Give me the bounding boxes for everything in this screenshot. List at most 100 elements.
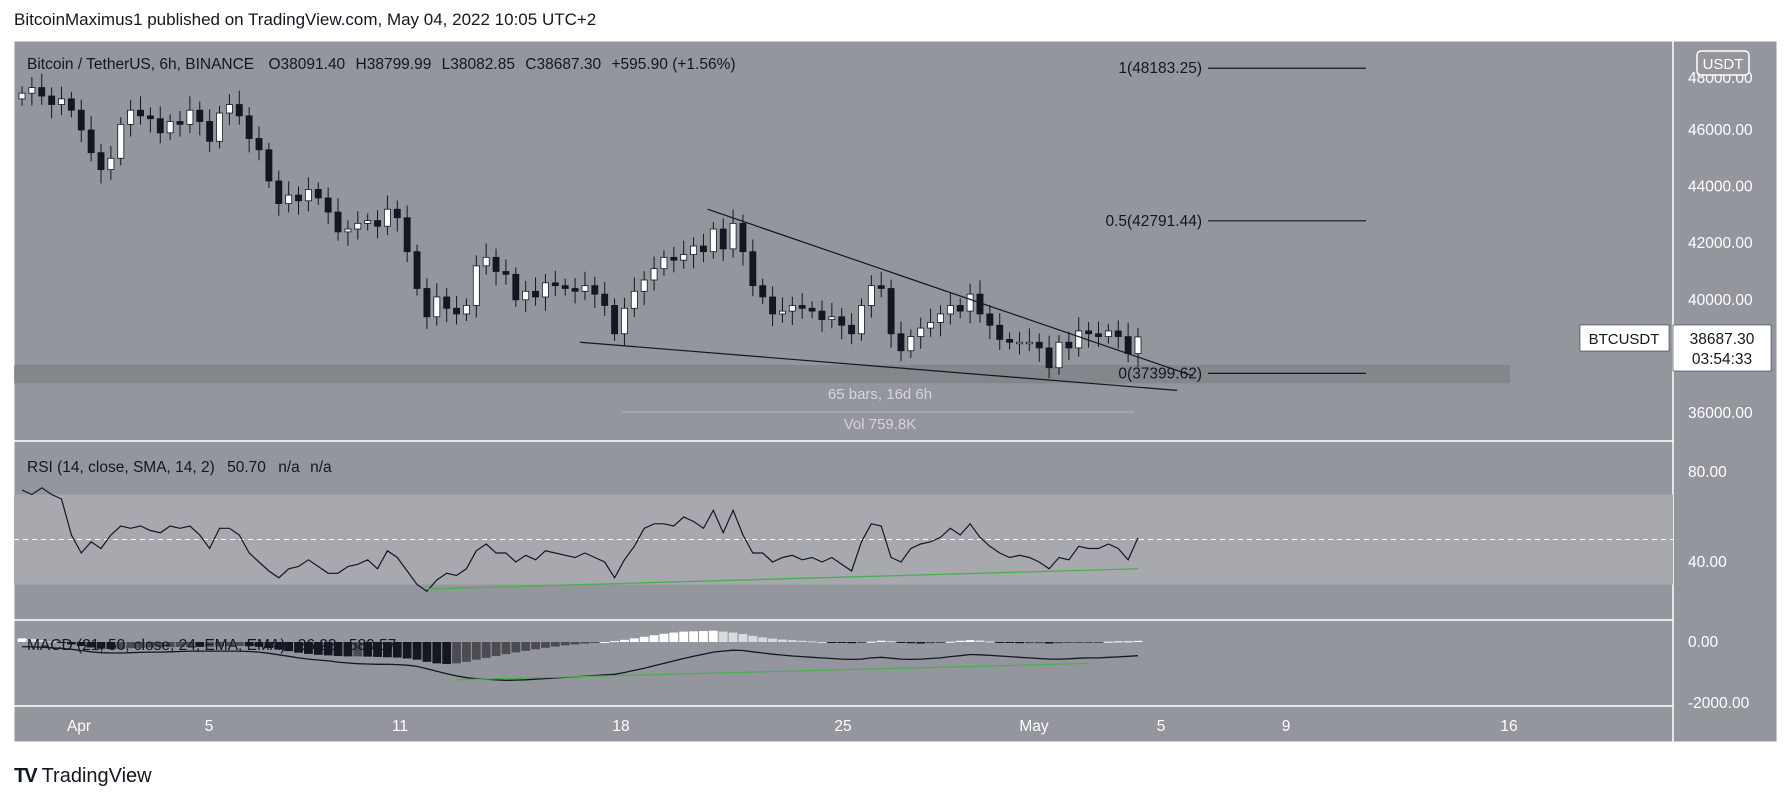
- fib-level-label: 1(48183.25): [1118, 60, 1202, 77]
- macd-histogram-bar: [1005, 642, 1015, 643]
- support-zone: [14, 364, 1510, 384]
- symbol-legend[interactable]: Bitcoin / TetherUS, 6h, BINANCE O38091.4…: [27, 56, 736, 73]
- candles-layer: [18, 73, 1142, 379]
- candle-down: [324, 197, 332, 213]
- candle-down: [897, 333, 905, 352]
- candle-down: [196, 109, 204, 122]
- candle-down: [77, 109, 85, 131]
- symbol-tag[interactable]: [1579, 324, 1670, 352]
- currency-badge[interactable]: [1696, 50, 1750, 76]
- candle-down: [265, 149, 273, 182]
- candle-down: [591, 285, 599, 295]
- candle-down: [887, 288, 895, 335]
- macd-histogram-bar: [600, 642, 610, 643]
- candle-up: [779, 310, 786, 315]
- macd-histogram-bar: [86, 642, 96, 648]
- tradingview-logo-icon: TV: [14, 765, 38, 787]
- candle-up: [1075, 330, 1083, 349]
- macd-histogram-bar: [975, 640, 985, 642]
- candle-down: [848, 324, 856, 335]
- candle-up: [383, 208, 391, 227]
- symbol-title: Bitcoin / TetherUS, 6h, BINANCE: [27, 56, 254, 73]
- measure-volume: Vol 759.8K: [844, 416, 917, 433]
- candle-up: [541, 282, 549, 298]
- macd-histogram-bar: [876, 640, 886, 642]
- candle-up: [946, 305, 954, 315]
- candle-down: [67, 98, 75, 111]
- macd-histogram-bar: [1064, 642, 1074, 643]
- macd-histogram-bar: [570, 642, 580, 645]
- candle-up: [58, 98, 65, 105]
- candle-up: [433, 296, 441, 318]
- candle-down: [769, 296, 777, 315]
- macd-histogram-bar: [284, 642, 294, 652]
- candle-down: [235, 104, 243, 117]
- candle-down: [423, 288, 431, 318]
- time-axis-label: May: [1019, 718, 1049, 735]
- candle-up: [927, 322, 935, 329]
- macd-histogram-bar: [432, 642, 442, 664]
- candle-down: [798, 305, 806, 309]
- candle-down: [176, 121, 184, 125]
- rsi-axis-tick: 80.00: [1688, 464, 1727, 481]
- candle-up: [304, 189, 312, 202]
- macd-histogram-bar: [560, 642, 570, 646]
- macd-axis-tick: 0.00: [1688, 634, 1719, 651]
- macd-histogram-bar: [96, 642, 106, 649]
- macd-histogram-bar: [471, 642, 481, 660]
- candle-down: [1114, 330, 1122, 337]
- fib-level-label: 0(37399.62): [1118, 365, 1202, 382]
- price-axis-tick: 36000.00: [1688, 405, 1753, 422]
- macd-histogram-bar: [787, 640, 797, 642]
- candle-down: [551, 282, 559, 287]
- price-tag[interactable]: [1672, 324, 1772, 372]
- candle-up: [344, 228, 352, 233]
- candle-up: [1016, 341, 1023, 345]
- macd-histogram-bar: [1044, 642, 1054, 644]
- macd-histogram-bar: [590, 642, 600, 643]
- rsi-value: 50.70: [227, 459, 266, 476]
- macd-histogram-bar: [37, 640, 47, 642]
- macd-histogram-bar: [323, 642, 333, 656]
- time-axis-label: 18: [612, 718, 629, 735]
- macd-histogram-bar: [491, 642, 501, 657]
- macd-histogram-bar: [639, 636, 649, 642]
- macd-histogram-bar: [106, 642, 116, 650]
- macd-histogram-bar: [1103, 641, 1113, 643]
- time-axis-label: 5: [1157, 718, 1166, 735]
- wedge-lower-trendline: [579, 341, 1178, 391]
- candle-down: [146, 115, 154, 120]
- macd-histogram-bar: [857, 642, 866, 643]
- candle-up: [581, 285, 589, 292]
- macd-histogram-bar: [817, 642, 827, 643]
- candle-up: [966, 293, 974, 312]
- price-tag-value: 38687.30: [1690, 331, 1755, 348]
- candle-down: [97, 152, 105, 171]
- time-axis-label: 9: [1282, 718, 1291, 735]
- candle-up: [640, 279, 648, 292]
- candle-up: [354, 222, 362, 230]
- macd-histogram-bar: [1123, 641, 1133, 643]
- macd-histogram-bar: [827, 642, 837, 643]
- time-axis-label: 11: [392, 718, 408, 735]
- candle-down: [1085, 330, 1093, 335]
- candle-down: [1124, 336, 1132, 354]
- candle-down: [502, 271, 510, 275]
- macd-histogram-bar: [462, 642, 471, 662]
- macd-histogram-bar: [343, 642, 353, 657]
- macd-histogram-bar: [1024, 642, 1034, 644]
- macd-histogram-bar: [649, 635, 659, 642]
- price-axis-tick: 46000.00: [1688, 122, 1753, 139]
- open-label: O: [268, 56, 280, 73]
- macd-histogram-bar: [995, 642, 1005, 643]
- candle-down: [245, 115, 253, 139]
- macd-histogram-bar: [620, 639, 629, 642]
- candle-down: [818, 310, 826, 321]
- tradingview-brand: TradingView: [41, 765, 152, 787]
- macd-legend[interactable]: MACD (21, 50, close, 24, EMA, EMA) 36.23…: [27, 637, 396, 654]
- candle-up: [621, 307, 628, 335]
- candle-up: [462, 305, 470, 315]
- rsi-legend[interactable]: RSI (14, close, SMA, 14, 2) 50.70 n/a n/…: [27, 459, 332, 476]
- candle-down: [48, 95, 56, 105]
